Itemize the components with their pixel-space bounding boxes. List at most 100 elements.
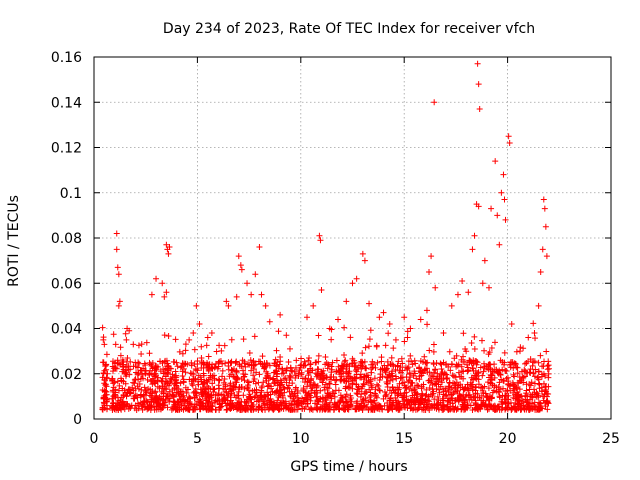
data-point <box>520 345 527 352</box>
data-point <box>517 348 524 355</box>
data-point <box>199 393 206 400</box>
data-point <box>358 400 365 407</box>
data-point <box>316 232 323 239</box>
data-point <box>288 401 295 408</box>
data-point <box>412 360 419 367</box>
data-point <box>240 336 247 343</box>
data-point <box>510 389 517 396</box>
data-point <box>501 359 508 366</box>
data-point <box>283 379 290 386</box>
data-point <box>361 390 368 397</box>
data-point <box>338 394 345 401</box>
data-point <box>267 391 274 398</box>
data-point <box>170 398 177 405</box>
data-point <box>304 379 311 386</box>
data-point <box>161 332 168 339</box>
data-point <box>142 362 149 369</box>
data-point <box>421 353 428 360</box>
data-point <box>153 275 160 282</box>
data-point <box>261 393 268 400</box>
data-point <box>481 401 488 408</box>
data-point <box>471 346 478 353</box>
data-point <box>313 384 320 391</box>
data-point <box>526 386 533 393</box>
data-point <box>155 401 162 408</box>
data-point <box>389 383 396 390</box>
data-point <box>455 398 462 405</box>
data-point <box>259 353 266 360</box>
data-point <box>362 344 369 351</box>
data-point <box>158 406 165 413</box>
data-point <box>278 389 285 396</box>
data-point <box>266 362 273 369</box>
data-point <box>478 392 485 399</box>
y-tick-label: 0 <box>73 412 82 428</box>
data-point <box>516 386 523 393</box>
data-point <box>251 333 258 340</box>
data-point <box>252 271 259 278</box>
data-point <box>522 360 528 367</box>
data-point <box>103 362 110 369</box>
data-point <box>109 358 116 365</box>
data-point <box>215 359 222 366</box>
x-tick-label: 10 <box>292 431 310 447</box>
data-point <box>438 372 445 379</box>
data-point <box>137 375 144 382</box>
data-point <box>333 357 340 364</box>
data-point <box>110 331 117 338</box>
data-point <box>500 171 507 178</box>
data-point <box>273 402 280 409</box>
data-point <box>319 405 326 412</box>
data-point <box>485 351 492 358</box>
data-point <box>277 311 284 318</box>
data-point <box>234 404 241 411</box>
data-point <box>393 402 400 409</box>
data-point <box>373 342 380 349</box>
data-point <box>221 394 228 401</box>
data-point <box>489 372 496 379</box>
data-point <box>246 350 253 357</box>
data-point <box>154 383 161 390</box>
data-point <box>418 385 425 392</box>
data-point <box>533 393 540 400</box>
data-point <box>321 386 328 393</box>
data-point <box>410 398 417 405</box>
data-point <box>360 396 367 403</box>
data-point <box>205 384 212 391</box>
data-point <box>388 390 395 397</box>
data-point <box>527 391 534 398</box>
data-point <box>99 324 106 331</box>
data-point <box>385 330 392 337</box>
data-point <box>189 382 196 389</box>
data-point <box>423 391 430 398</box>
data-point <box>332 381 339 388</box>
data-point <box>125 402 132 409</box>
data-point <box>251 394 258 401</box>
data-point <box>485 284 492 291</box>
data-point <box>223 406 230 413</box>
data-point <box>368 380 375 387</box>
data-point <box>203 406 210 413</box>
data-point <box>207 401 214 408</box>
data-point <box>282 398 289 405</box>
data-point <box>119 399 126 406</box>
data-point <box>406 369 413 376</box>
data-point <box>491 339 498 346</box>
data-point <box>424 321 431 328</box>
data-point <box>165 332 172 339</box>
data-point <box>309 385 316 392</box>
data-point <box>405 358 412 365</box>
data-point <box>362 364 369 371</box>
data-point <box>498 189 505 196</box>
data-point <box>407 352 414 359</box>
y-axis-label: ROTI / TECUs <box>6 195 22 287</box>
data-point <box>429 373 436 380</box>
data-point <box>153 400 160 407</box>
data-point <box>117 361 124 368</box>
data-point <box>414 397 421 404</box>
data-point <box>295 397 302 404</box>
data-point <box>267 383 274 390</box>
data-point <box>304 400 311 407</box>
data-point <box>459 401 466 408</box>
data-point <box>122 369 129 376</box>
